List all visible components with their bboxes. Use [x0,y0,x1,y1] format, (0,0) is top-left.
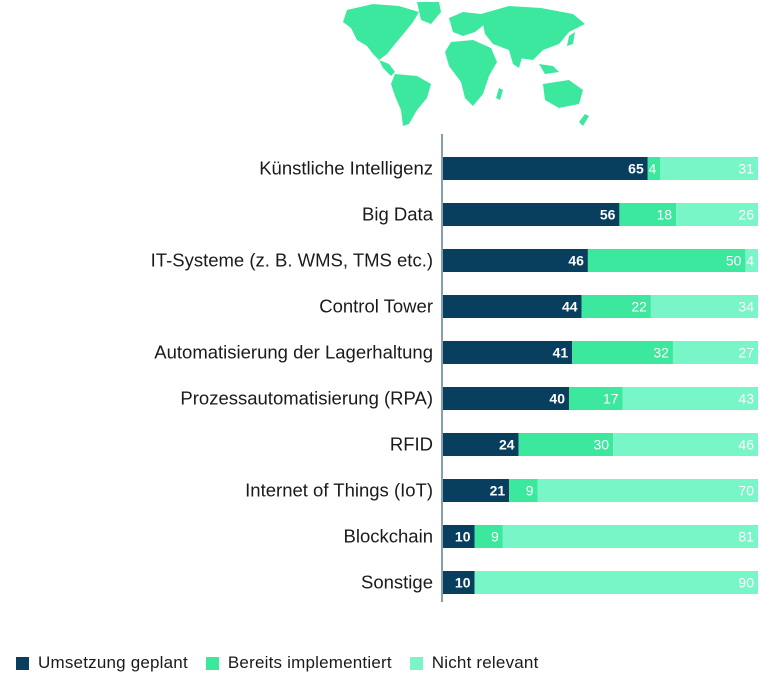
data-label-implemented: 4 [649,161,657,177]
bar-segment-planned [443,479,510,502]
data-label-not-relevant: 70 [738,483,754,499]
data-label-not-relevant: 90 [738,575,754,591]
bar-segment-implemented [474,525,503,548]
data-label-planned: 10 [455,529,471,545]
bar-segment-planned [443,295,582,318]
bar-segment-planned [443,571,475,594]
data-label-implemented: 9 [526,483,534,499]
bar-segment-not-relevant [537,479,758,502]
data-label-planned: 40 [549,391,565,407]
bar-segment-not-relevant [745,249,758,272]
bar-segment-not-relevant [613,433,758,456]
category-label: Prozessautomatisierung (RPA) [180,388,433,409]
stacked-bar-chart: Künstliche Intelligenz Big Data IT-Systeme… [151,134,758,602]
bar-segment-not-relevant [676,203,758,226]
category-label: RFID [390,434,433,455]
data-label-not-relevant: 27 [738,345,754,361]
category-label: Internet of Things (IoT) [245,480,433,501]
bar-segment-implemented [518,433,614,456]
bar-segment-planned [443,433,519,456]
data-label-not-relevant: 26 [738,207,754,223]
bar-segment-not-relevant [660,157,758,180]
world-map-icon [333,2,593,143]
legend-item-implemented: Bereits implementiert [205,653,392,673]
data-label-not-relevant: 43 [738,391,754,407]
bar-segment-planned [443,249,588,272]
data-label-implemented: 32 [653,345,669,361]
data-label-planned: 56 [600,207,616,223]
bar-segment-planned [443,157,648,180]
category-label: Künstliche Intelligenz [259,158,433,179]
category-label: Automatisierung der Lagerhaltung [154,342,433,363]
category-label: Blockchain [344,526,433,547]
data-label-implemented: 18 [657,207,673,223]
category-label: IT-Systeme (z. B. WMS, TMS etc.) [151,250,433,271]
legend-item-not-relevant: Nicht relevant [409,653,539,673]
legend-label-not-relevant: Nicht relevant [431,653,539,672]
bar-segment-planned [443,387,569,410]
data-label-implemented: 17 [603,391,619,407]
data-label-implemented: 9 [491,529,499,545]
data-label-not-relevant: 81 [738,529,754,545]
bar-segment-not-relevant [474,571,758,594]
bar-segment-implemented [572,341,673,364]
data-label-not-relevant: 34 [738,299,754,315]
category-label: Big Data [362,204,434,225]
data-label-not-relevant: 4 [746,253,754,269]
data-label-implemented: 22 [631,299,647,315]
legend-swatch-planned [16,656,29,670]
data-label-not-relevant: 31 [738,161,754,177]
bar-segment-planned [443,525,475,548]
category-labels: Künstliche Intelligenz Big Data IT-Systeme… [151,158,434,593]
data-label-planned: 24 [499,437,515,453]
world-map-graphic [343,2,589,126]
legend-swatch-not-relevant [409,656,423,670]
data-label-planned: 44 [562,299,578,315]
bar-segment-implemented [581,295,651,318]
legend-item-planned: Umsetzung geplant [16,653,188,673]
bar-segment-not-relevant [650,295,758,318]
bar-segment-implemented [509,479,538,502]
legend: Umsetzung geplant Bereits implementiert … [16,653,557,673]
data-label-not-relevant: 46 [738,437,754,453]
bar-segment-planned [443,203,620,226]
bar-segment-implemented [569,387,623,410]
data-label-implemented: 50 [726,253,742,269]
bar-segment-not-relevant [502,525,758,548]
bar-segment-implemented [587,249,746,272]
category-label: Sonstige [361,572,433,593]
data-label-planned: 10 [455,575,471,591]
category-label: Control Tower [319,296,433,317]
data-label-implemented: 30 [594,437,610,453]
data-label-planned: 65 [628,161,644,177]
data-label-planned: 41 [553,345,569,361]
data-label-planned: 21 [490,483,506,499]
bar-segment-implemented [647,157,661,180]
bar-segment-not-relevant [672,341,758,364]
legend-swatch-implemented [205,656,219,670]
bar-segment-not-relevant [622,387,758,410]
bar-segment-planned [443,341,573,364]
legend-label-implemented: Bereits implementiert [227,653,392,672]
bar-segment-implemented [619,203,677,226]
data-label-planned: 46 [568,253,584,269]
legend-label-planned: Umsetzung geplant [38,653,188,672]
